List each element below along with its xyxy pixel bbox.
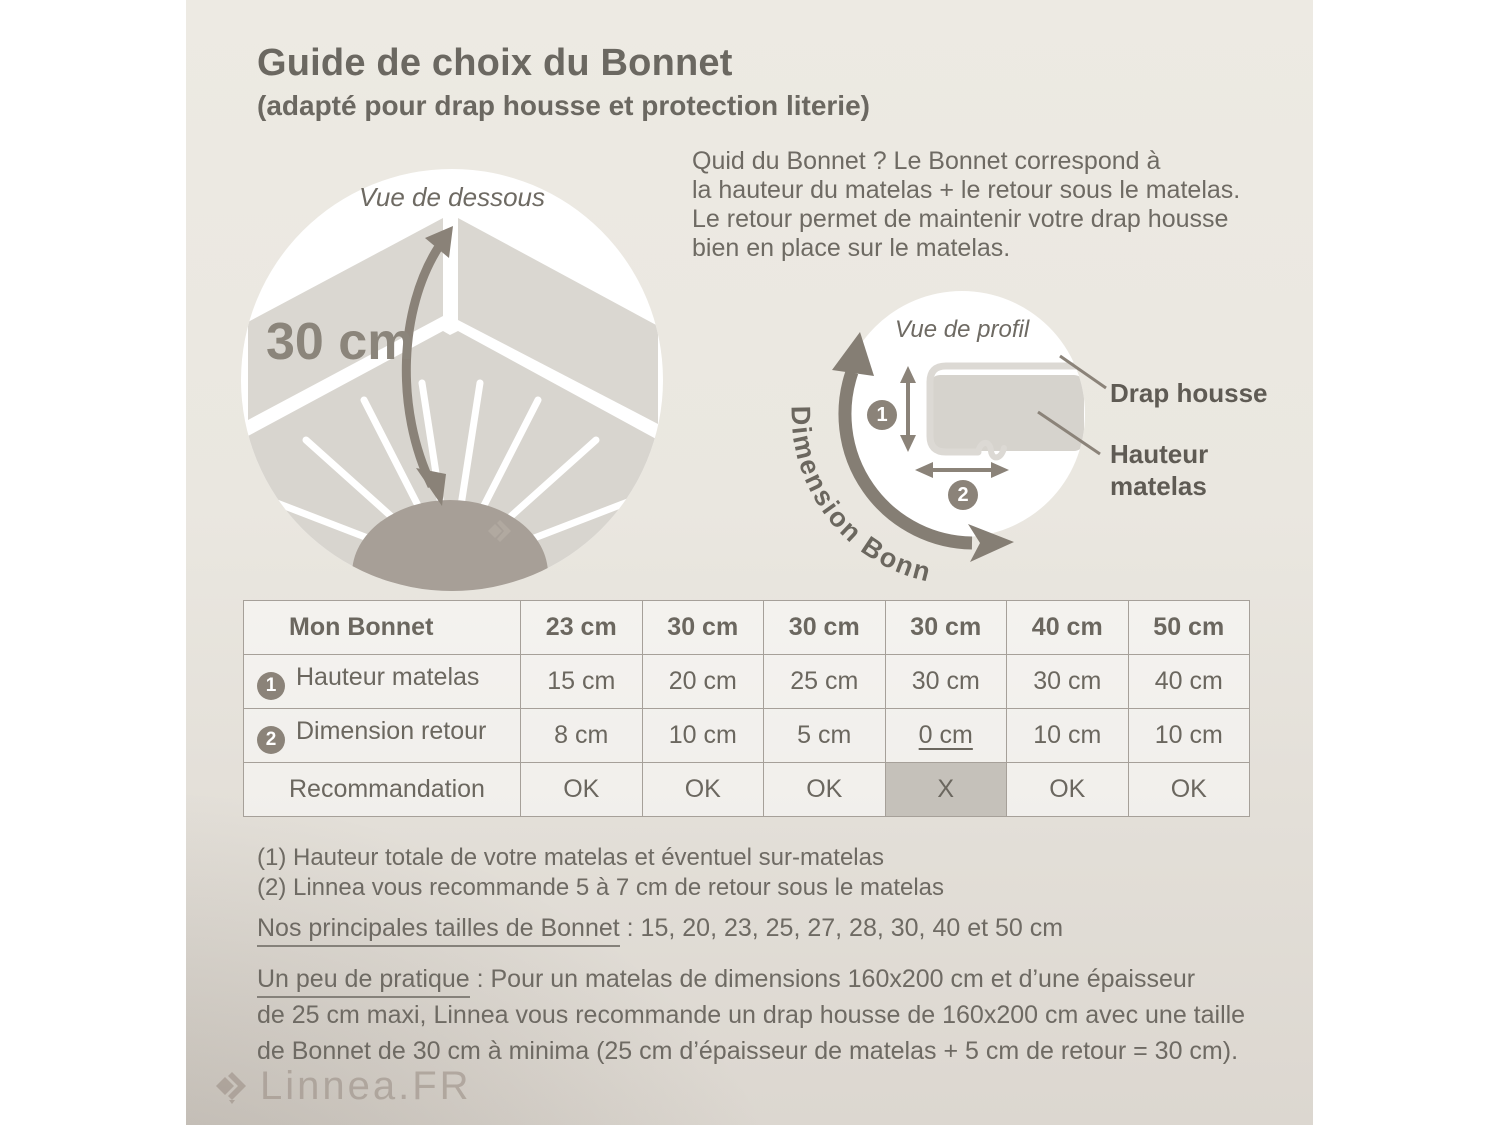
footnotes: (1) Hauteur totale de votre matelas et é… — [257, 843, 944, 903]
row-badge-2: 2 — [257, 726, 285, 754]
bonnet-wrap-arrow — [832, 332, 1014, 562]
intro-line: bien en place sur le matelas. — [692, 234, 1011, 262]
practice-line: Un peu de pratique : Pour un matelas de … — [257, 961, 1245, 998]
bottom-view-diagram — [241, 169, 663, 591]
header-cell: 50 cm — [1127, 600, 1250, 655]
table-header-row: Mon Bonnet 23 cm 30 cm 30 cm 30 cm 40 cm… — [243, 600, 1250, 655]
badge-2: 2 — [948, 480, 978, 510]
header-cell: 30 cm — [884, 600, 1007, 655]
practice-line-text: : Pour un matelas de dimensions 160x200 … — [469, 965, 1196, 993]
table-cell: 10 cm — [1127, 708, 1250, 763]
mattress-left-panel — [248, 218, 443, 420]
table-row: 2 Dimension retour 8 cm 10 cm 5 cm 0 cm 1… — [243, 708, 1250, 763]
brand-watermark: Linnea.FR — [212, 1064, 472, 1109]
table-cell: 5 cm — [763, 708, 886, 763]
row-badge-1: 1 — [257, 672, 285, 700]
sizes-line-heading: Nos principales tailles de Bonnet — [257, 914, 620, 947]
mattress-profile — [930, 375, 1084, 451]
table-header-label: Mon Bonnet — [243, 600, 521, 655]
dimension-arrowheads — [900, 366, 1009, 478]
row-label-dimension-retour: 2 Dimension retour — [243, 708, 521, 763]
table-cell: 25 cm — [763, 654, 886, 709]
table-cell: 20 cm — [641, 654, 764, 709]
table-cell: OK — [1127, 762, 1250, 817]
table-cell: 15 cm — [520, 654, 643, 709]
table-cell: OK — [641, 762, 764, 817]
profile-view-caption: Vue de profil — [894, 316, 1030, 343]
practice-heading: Un peu de pratique — [257, 965, 470, 998]
label-pointer-lines — [1037, 354, 1107, 456]
practice-line: de Bonnet de 30 cm à minima (25 cm d’épa… — [257, 1037, 1239, 1065]
page-title: Guide de choix du Bonnet — [257, 42, 733, 84]
measure-arrow — [401, 226, 453, 506]
page-subtitle: (adapté pour drap housse et protection l… — [257, 90, 870, 121]
bonnet-table: Mon Bonnet 23 cm 30 cm 30 cm 30 cm 40 cm… — [243, 600, 1250, 817]
intro-line: Quid du Bonnet ? Le Bonnet correspond à — [692, 147, 1161, 175]
table-cell: OK — [1006, 762, 1129, 817]
bottom-view-caption: Vue de dessous — [359, 182, 545, 212]
table-cell: 30 cm — [1006, 654, 1129, 709]
fitted-sheet-outline — [926, 362, 1085, 456]
mattress-right-panel — [458, 218, 658, 424]
linnea-leaf-icon — [216, 1071, 246, 1104]
profile-view-diagram: Dimension Bonnet — [770, 280, 1107, 588]
mattress-height-label: Hauteur matelas — [1110, 439, 1209, 501]
sheet-label: Drap housse — [1110, 378, 1268, 408]
header-cell: 30 cm — [763, 600, 886, 655]
sizes-line: Nos principales tailles de Bonnet : 15, … — [257, 914, 1064, 947]
sizes-line-values: : 15, 20, 23, 25, 27, 28, 30, 40 et 50 c… — [619, 914, 1064, 942]
table-cell: OK — [763, 762, 886, 817]
table-cell: 40 cm — [1127, 654, 1250, 709]
row-label-recommandation: Recommandation — [243, 762, 521, 817]
intro-paragraph: Quid du Bonnet ? Le Bonnet correspond à … — [692, 147, 1240, 263]
intro-line: Le retour permet de maintenir votre drap… — [692, 205, 1229, 233]
underlined-value: 0 cm — [918, 721, 973, 749]
content-panel: Guide de choix du Bonnet (adapté pour dr… — [186, 0, 1313, 1125]
table-cell: OK — [520, 762, 643, 817]
table-cell: 0 cm — [884, 708, 1007, 763]
table-row: Recommandation OK OK OK X OK OK — [243, 762, 1250, 817]
row-label-text: Dimension retour — [296, 717, 487, 745]
sheet-elastic-squiggle — [975, 439, 1007, 461]
intro-line: la hauteur du matelas + le retour sous l… — [692, 176, 1241, 204]
header-cell: 40 cm — [1006, 600, 1129, 655]
table-cell: 30 cm — [884, 654, 1007, 709]
header-cell: 30 cm — [641, 600, 764, 655]
footnote-2: (2) Linnea vous recommande 5 à 7 cm de r… — [257, 874, 945, 901]
brand-name: Linnea.FR — [260, 1064, 472, 1108]
practice-line: de 25 cm maxi, Linnea vous recommande un… — [257, 1001, 1246, 1029]
header-cell: 23 cm — [520, 600, 643, 655]
bonnet-measure-label: 30 cm — [266, 313, 414, 371]
table-row: 1 Hauteur matelas 15 cm 20 cm 25 cm 30 cm… — [243, 654, 1250, 709]
dimension-arrows — [906, 381, 996, 472]
row-label-hauteur-matelas: 1 Hauteur matelas — [243, 654, 521, 709]
practice-paragraph: Un peu de pratique : Pour un matelas de … — [257, 961, 1245, 1069]
table-cell: 8 cm — [520, 708, 643, 763]
table-cell: 10 cm — [641, 708, 764, 763]
table-cell-rejected: X — [884, 762, 1007, 817]
badge-1: 1 — [867, 400, 897, 430]
footnote-1: (1) Hauteur totale de votre matelas et é… — [257, 844, 884, 871]
row-label-text: Hauteur matelas — [296, 663, 480, 691]
table-cell: 10 cm — [1006, 708, 1129, 763]
watermark-leaf-icon — [488, 520, 511, 542]
